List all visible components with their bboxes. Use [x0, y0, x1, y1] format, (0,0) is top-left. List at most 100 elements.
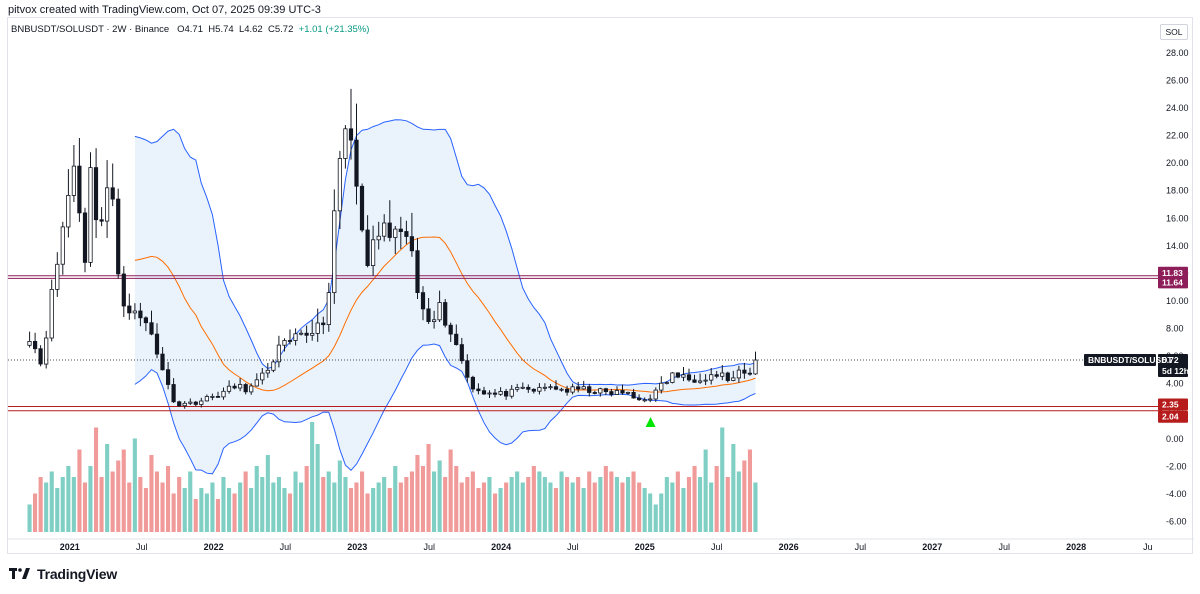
candle — [598, 387, 603, 397]
y-tick-label: 22.00 — [1166, 131, 1189, 141]
scale-currency-button[interactable]: SOL — [1160, 24, 1188, 40]
volume-bar — [77, 449, 82, 532]
bollinger-bands — [134, 119, 756, 475]
time-axis[interactable]: 2021 Jul 2022 Jul 2023 Jul 2024 Jul 2025 Jul 2026 J… — [8, 538, 1194, 552]
volume-bar — [520, 482, 525, 532]
candle-body — [548, 386, 553, 389]
candle-body — [243, 384, 248, 393]
volume-bar — [254, 466, 259, 532]
candle-body — [359, 185, 365, 231]
candle-body — [709, 374, 714, 381]
symbol-tag: BNBUSDT/SOLUSDT — [1084, 354, 1173, 366]
candle-body — [237, 384, 243, 389]
x-tick-label: 2022 — [204, 542, 224, 552]
volume-bar — [60, 477, 65, 532]
volume-bar — [675, 471, 680, 532]
volume-bar — [420, 466, 425, 532]
volume-bar — [99, 477, 104, 532]
candle — [548, 384, 553, 390]
volume-bar — [537, 471, 542, 532]
volume-bar — [548, 482, 553, 532]
candle-body — [93, 167, 99, 221]
support-hi-tag-bg — [1158, 398, 1188, 411]
candle-body — [38, 348, 43, 365]
candle-body — [387, 222, 392, 238]
candle — [321, 316, 326, 335]
volume-bar — [38, 477, 43, 532]
candle-body — [714, 374, 719, 377]
candle — [448, 322, 453, 342]
candle-body — [576, 386, 581, 390]
volume-bar — [293, 471, 298, 532]
candle-body — [443, 302, 448, 326]
candle-body — [71, 165, 76, 196]
candle — [38, 345, 43, 367]
volume-bar — [631, 471, 636, 532]
candle — [105, 160, 110, 238]
volume-bar — [686, 477, 691, 532]
bollinger-fill — [134, 119, 756, 474]
candle — [99, 207, 104, 227]
candle-body — [376, 235, 381, 241]
volume-bar — [559, 471, 564, 532]
volume-bar — [249, 488, 254, 532]
candle-body — [204, 396, 209, 402]
candle-body — [592, 392, 597, 394]
volume-bar — [487, 477, 492, 532]
volume-bar — [154, 471, 159, 532]
volume-bar — [698, 477, 703, 532]
volume-bar — [348, 488, 353, 532]
candle — [138, 302, 143, 327]
volume-bar — [193, 499, 198, 532]
candle-body — [365, 229, 370, 266]
candle-body — [55, 263, 60, 290]
candle-body — [304, 332, 309, 336]
candle — [565, 385, 570, 396]
candle — [670, 372, 675, 384]
candle-body — [154, 333, 160, 355]
candle — [66, 169, 71, 238]
y-tick-label: 18.00 — [1166, 186, 1189, 196]
chart-panel[interactable]: 28.00 26.00 24.00 22.00 20.00 18.00 16.00 14.00… — [7, 17, 1194, 555]
candle — [625, 391, 631, 395]
candle — [698, 373, 703, 384]
candle — [653, 387, 658, 402]
volume-bar — [337, 460, 342, 532]
candle-body — [587, 386, 592, 393]
volume-bar — [731, 444, 736, 532]
price-chart[interactable]: 28.00 26.00 24.00 22.00 20.00 18.00 16.00 14.00… — [8, 18, 1194, 555]
volume-bar — [116, 460, 121, 532]
candle-body — [537, 387, 542, 392]
candle-body — [337, 158, 343, 212]
candle — [581, 380, 586, 390]
legend-symbol[interactable]: BNBUSDT/SOLUSDT · 2W · Binance — [11, 24, 170, 35]
candle-body — [747, 372, 753, 375]
candle — [82, 207, 88, 273]
x-tick-label: Jul — [567, 542, 579, 552]
candle-body — [437, 302, 442, 321]
volume-bar — [531, 466, 536, 532]
candle — [44, 330, 49, 369]
resist-hi-tag-bg — [1158, 266, 1188, 279]
x-tick-label: 2024 — [491, 542, 511, 552]
candle — [725, 371, 730, 383]
candle-body — [116, 198, 121, 275]
volume-bar — [177, 477, 182, 532]
volume-bar — [299, 482, 304, 532]
volume-bar — [614, 477, 619, 532]
candle-body — [210, 395, 215, 398]
volume-bar — [493, 493, 498, 532]
candle — [709, 368, 714, 385]
volume-bar — [576, 477, 581, 532]
volume-bar — [221, 477, 226, 532]
candle-body — [686, 374, 692, 381]
candle — [27, 331, 32, 348]
candle-body — [603, 388, 609, 393]
countdown-tag: 5d 12h — [1158, 365, 1189, 377]
candle — [681, 367, 686, 382]
x-tick-label: 2027 — [922, 542, 942, 552]
candle — [731, 370, 736, 382]
candle — [88, 152, 93, 267]
x-tick-label: Jul — [855, 542, 867, 552]
candle — [481, 386, 487, 395]
